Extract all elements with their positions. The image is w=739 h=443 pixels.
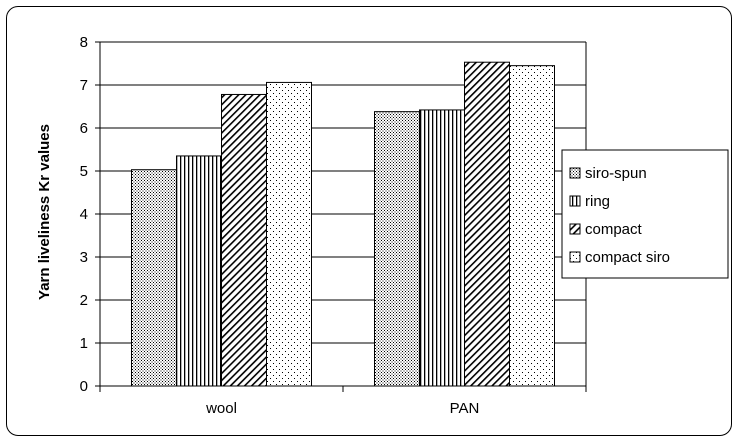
y-tick-label: 8: [80, 34, 88, 51]
bar-ring-wool: [176, 155, 222, 387]
legend-swatch: [569, 251, 581, 263]
x-tick-label: wool: [205, 400, 237, 417]
legend-label: compact: [585, 221, 643, 238]
bar-compact-wool: [221, 93, 267, 387]
bar-ring-PAN: [419, 109, 465, 387]
y-tick-label: 2: [80, 292, 88, 309]
x-tick-labels: wool PAN: [99, 386, 587, 417]
x-tick-label: PAN: [450, 400, 480, 417]
bar-siro-spun-PAN: [374, 111, 420, 387]
y-tick-label: 4: [80, 206, 88, 223]
y-axis-label: Yarn liveliness Kr values: [36, 124, 53, 300]
y-tick-labels: 0 1 2 3 4 5 6 7 8: [80, 34, 100, 395]
legend-label: compact siro: [585, 249, 670, 266]
y-tick-label: 1: [80, 335, 88, 352]
legend-label: siro-spun: [585, 165, 647, 182]
bars: [131, 61, 555, 387]
bar-compact-PAN: [464, 61, 510, 387]
y-tick-label: 6: [80, 120, 88, 137]
legend-swatch: [569, 223, 581, 235]
y-tick-label: 3: [80, 249, 88, 266]
bar-siro-spun-wool: [131, 169, 177, 387]
legend-swatch: [569, 195, 581, 207]
legend-box: [561, 149, 729, 279]
legend-swatch: [569, 167, 581, 179]
y-tick-label: 7: [80, 77, 88, 94]
bar-compact-siro-wool: [266, 81, 312, 387]
bar-compact-siro-PAN: [509, 65, 555, 387]
legend-label: ring: [585, 193, 610, 210]
y-tick-label: 0: [80, 378, 88, 395]
legend: siro-spun ring compact compact siro: [561, 149, 729, 279]
y-tick-label: 5: [80, 163, 88, 180]
